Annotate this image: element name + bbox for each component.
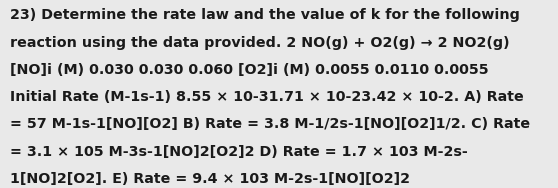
Text: [NO]i (M) 0.030 0.030 0.060 [O2]i (M) 0.0055 0.0110 0.0055: [NO]i (M) 0.030 0.030 0.060 [O2]i (M) 0.… (10, 63, 489, 77)
Text: = 57 M-1s-1[NO][O2] B) Rate = 3.8 M-1/2s-1[NO][O2]1/2. C) Rate: = 57 M-1s-1[NO][O2] B) Rate = 3.8 M-1/2s… (10, 118, 530, 131)
Text: 23) Determine the rate law and the value of k for the following: 23) Determine the rate law and the value… (10, 8, 520, 22)
Text: 1[NO]2[O2]. E) Rate = 9.4 × 103 M-2s-1[NO][O2]2: 1[NO]2[O2]. E) Rate = 9.4 × 103 M-2s-1[N… (10, 172, 410, 186)
Text: reaction using the data provided. 2 NO(g) + O2(g) → 2 NO2(g): reaction using the data provided. 2 NO(g… (10, 36, 509, 50)
Text: = 3.1 × 105 M-3s-1[NO]2[O2]2 D) Rate = 1.7 × 103 M-2s-: = 3.1 × 105 M-3s-1[NO]2[O2]2 D) Rate = 1… (10, 145, 468, 159)
Text: Initial Rate (M-1s-1) 8.55 × 10-31.71 × 10-23.42 × 10-2. A) Rate: Initial Rate (M-1s-1) 8.55 × 10-31.71 × … (10, 90, 524, 104)
